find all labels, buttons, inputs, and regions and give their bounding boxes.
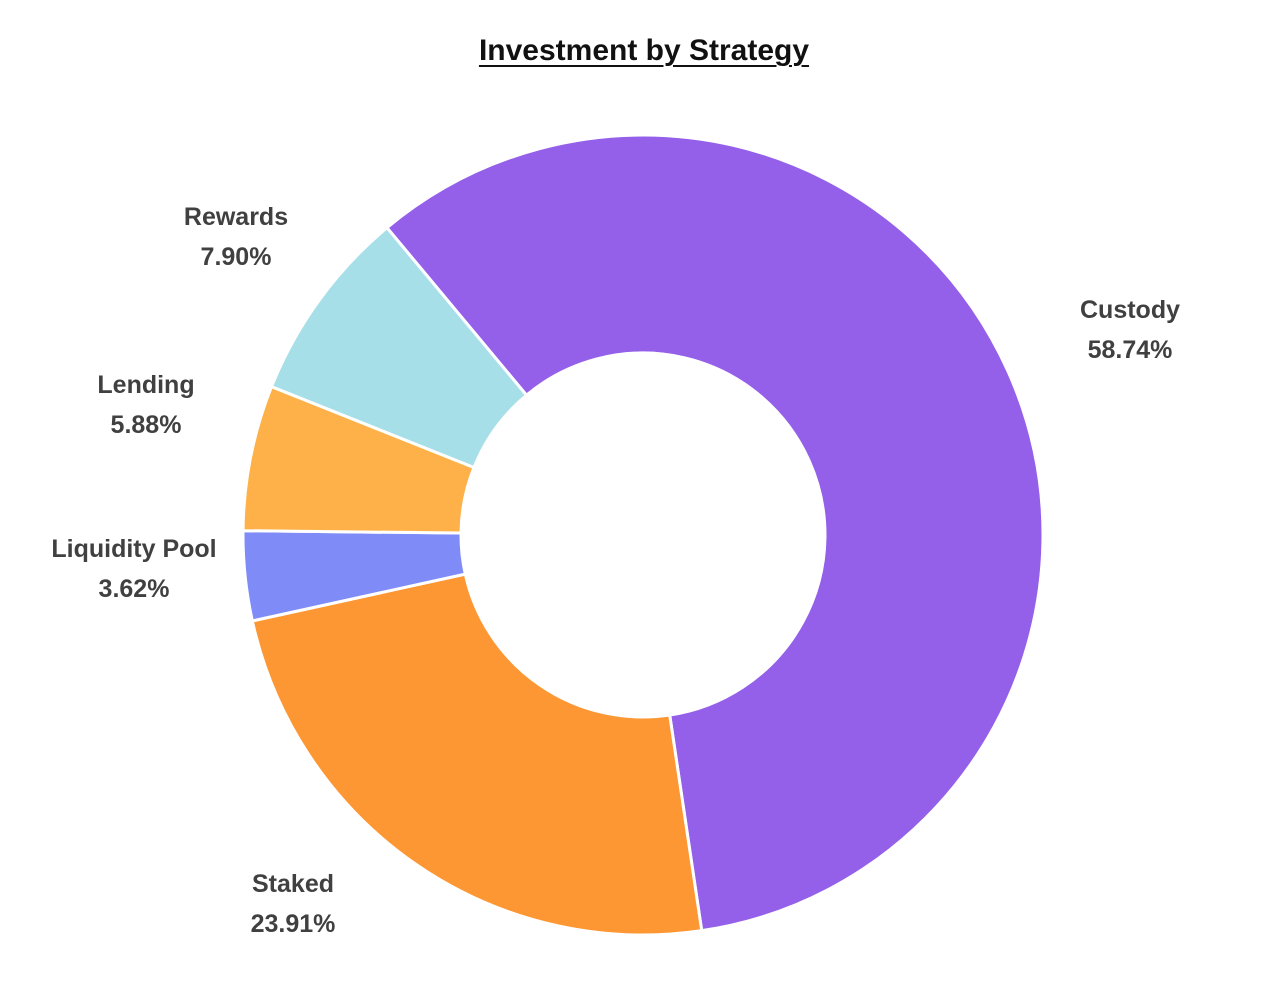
slice-label-staked: Staked 23.91% (251, 864, 336, 944)
slice-value-lending: 5.88% (110, 411, 182, 439)
slice-value-staked: 23.91% (250, 910, 336, 938)
chart-title: Investment by Strategy (478, 34, 810, 67)
slice-label-rewards: Rewards 7.90% (184, 197, 288, 277)
slice-name-liquidity-pool: Liquidity Pool (51, 535, 217, 563)
slice-label-lending: Lending 5.88% (97, 365, 194, 445)
slice-name-lending: Lending (97, 371, 195, 399)
slice-label-custody: Custody 58.74% (1080, 290, 1180, 370)
slice-value-rewards: 7.90% (200, 243, 272, 271)
slice-name-staked: Staked (252, 870, 334, 898)
donut-slices (241, 133, 1045, 937)
slice-staked (250, 572, 704, 937)
slice-value-custody: 58.74% (1087, 336, 1173, 364)
slice-name-rewards: Rewards (183, 203, 289, 231)
slice-value-liquidity-pool: 3.62% (98, 575, 170, 603)
slice-custody (384, 133, 1045, 933)
slice-name-custody: Custody (1080, 296, 1180, 324)
slice-label-liquidity-pool: Liquidity Pool 3.62% (51, 529, 216, 609)
slice-rewards (269, 225, 529, 470)
